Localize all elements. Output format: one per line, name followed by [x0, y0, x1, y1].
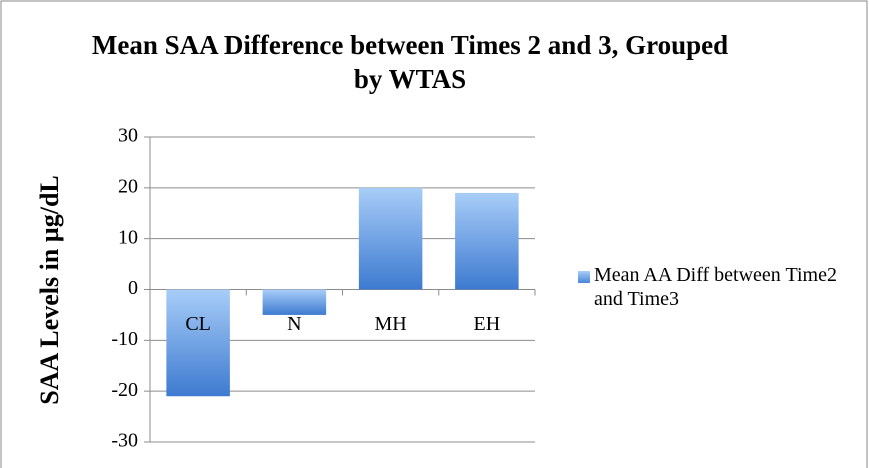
bar: [262, 289, 327, 315]
y-tick-label: 0: [128, 277, 138, 299]
y-tick-label: 10: [118, 226, 138, 248]
y-axis-label: SAA Levels in µg/dL: [35, 175, 64, 405]
legend-swatch: [578, 271, 590, 283]
x-tick-label: N: [287, 313, 301, 335]
bar: [166, 289, 230, 397]
y-tick-label: -10: [111, 328, 138, 350]
legend: Mean AA Diff between Time2 and Time3: [578, 263, 848, 311]
bar: [358, 187, 423, 290]
y-tick-label: -30: [111, 430, 138, 452]
x-tick-label: MH: [375, 313, 407, 335]
y-tick-label: 20: [118, 175, 138, 197]
x-tick-label: CL: [185, 313, 211, 335]
legend-label: Mean AA Diff between Time2 and Time3: [594, 264, 837, 310]
y-tick-label: 30: [118, 125, 138, 147]
chart-title: Mean SAA Difference between Times 2 and …: [91, 30, 729, 94]
y-tick-label: -20: [111, 379, 138, 401]
x-tick-label: EH: [474, 313, 501, 335]
bar: [455, 192, 519, 290]
